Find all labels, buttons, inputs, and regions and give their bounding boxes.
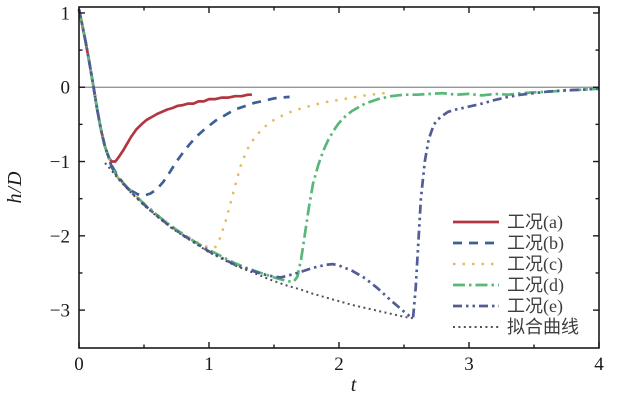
legend-label: 工况(a): [507, 212, 563, 232]
x-tick-label: 2: [334, 354, 344, 375]
y-tick-label: −1: [50, 152, 70, 173]
x-axis-label: t: [350, 374, 357, 396]
legend-item-fit-curve: 拟合曲线: [453, 317, 579, 337]
legend-label: 工况(e): [507, 296, 563, 316]
legend-item-case-b: 工况(b): [453, 233, 579, 253]
legend-item-case-e: 工况(e): [453, 296, 579, 316]
legend-line-sample: [453, 304, 499, 308]
legend-line-sample: [453, 283, 499, 287]
legend-item-case-d: 工况(d): [453, 275, 579, 295]
x-tick-label: 3: [464, 354, 474, 375]
legend-label: 工况(d): [507, 275, 564, 295]
y-tick-label: −3: [50, 301, 70, 322]
legend-label: 工况(b): [507, 233, 564, 253]
legend-line-sample: [453, 241, 499, 245]
legend-item-case-c: 工况(c): [453, 254, 579, 274]
legend-label: 工况(c): [507, 254, 563, 274]
curve-series-0: [77, 8, 252, 163]
legend-line-sample: [453, 220, 499, 224]
curve-series-4: [77, 8, 600, 319]
x-tick-label: 0: [74, 354, 84, 375]
legend-line-sample: [453, 262, 499, 266]
x-tick-label: 4: [594, 354, 604, 375]
curve-series-3: [77, 8, 600, 284]
legend-line-sample: [453, 326, 499, 328]
legend-label: 拟合曲线: [507, 317, 579, 337]
legend: 工况(a) 工况(b) 工况(c) 工况(d) 工况(e) 拟合曲线: [453, 212, 579, 337]
curve-series-5: [104, 162, 414, 320]
x-tick-label: 1: [204, 354, 214, 375]
y-tick-label: 1: [61, 3, 71, 24]
y-tick-label: 0: [61, 78, 71, 99]
y-axis-label: h/D: [3, 170, 26, 204]
y-tick-label: −2: [50, 226, 70, 247]
legend-item-case-a: 工况(a): [453, 212, 579, 232]
curve-series-2: [77, 8, 392, 249]
